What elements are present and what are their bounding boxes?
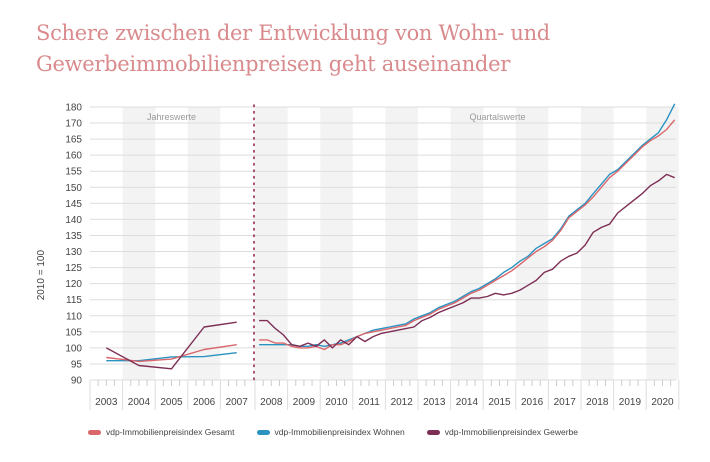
legend-item-wohnen[interactable]: vdp-Immobilienpreisindex Wohnen [256, 427, 405, 437]
chart-title: Schere zwischen der Entwicklung von Wohn… [36, 21, 550, 76]
year-band [122, 107, 156, 380]
y-tick-label: 100 [65, 343, 82, 354]
legend-label-gewerbe: vdp-Immobilienpreisindex Gewerbe [444, 427, 578, 437]
x-tick-label: 2004 [128, 397, 151, 408]
y-tick-label: 115 [66, 295, 82, 306]
y-tick-label: 125 [65, 263, 82, 274]
quarterly-line-1 [259, 103, 676, 347]
x-tick-label: 2008 [260, 397, 283, 408]
legend-swatch-gewerbe [426, 429, 440, 435]
legend-swatch-wohnen [256, 429, 270, 435]
y-tick-label: 120 [65, 279, 82, 290]
y-tick-label: 145 [65, 199, 82, 210]
y-axis-ticks: 180 170 165 160 155 150 145 140 135 130 125 120 115 1… [65, 103, 82, 387]
series-lines [105, 103, 676, 370]
legend-swatch-gesamt [88, 429, 101, 435]
legend-label-gesamt: vdp-Immobilienpreisindex Gesamt [106, 427, 235, 437]
year-band [646, 107, 679, 380]
x-tick-label: 2010 [325, 397, 348, 408]
year-band [255, 107, 288, 380]
x-tick-label: 2019 [619, 397, 642, 408]
x-tick-label: 2006 [193, 397, 216, 408]
section-label-quarterly: Quartalswerte [469, 112, 525, 122]
x-tick-label: 2018 [586, 397, 609, 408]
section-label-annual: Jahreswerte [147, 112, 196, 122]
x-tick-label: 2015 [488, 397, 511, 408]
legend-item-gewerbe[interactable]: vdp-Immobilienpreisindex Gewerbe [426, 427, 578, 437]
y-tick-label: 130 [65, 247, 82, 258]
quarterly-line-2 [259, 173, 675, 349]
y-tick-label: 180 [65, 103, 82, 114]
year-band [450, 107, 484, 380]
x-tick-label: 2009 [293, 397, 316, 408]
legend-item-gesamt[interactable]: vdp-Immobilienpreisindex Gesamt [88, 427, 235, 437]
x-tick-label: 2014 [456, 397, 479, 408]
y-tick-label: 135 [65, 231, 82, 242]
y-tick-label: 140 [65, 215, 82, 226]
x-tick-label: 2020 [651, 397, 674, 408]
year-bands [122, 107, 679, 380]
legend-label-wohnen: vdp-Immobilienpreisindex Wohnen [274, 427, 405, 437]
x-tick-label: 2016 [521, 397, 544, 408]
y-tick-label: 155 [65, 167, 82, 178]
x-tick-label: 2013 [423, 397, 446, 408]
x-tick-label: 2012 [391, 397, 414, 408]
annual-line-2 [105, 321, 237, 370]
year-band [320, 107, 353, 380]
y-tick-label: 90 [71, 376, 83, 387]
quarterly-line-0 [259, 119, 676, 351]
x-tick-label: 2003 [95, 397, 118, 408]
x-tick-label: 2005 [160, 397, 183, 408]
year-band [385, 107, 418, 380]
y-tick-label: 105 [65, 327, 82, 338]
y-tick-label: 165 [65, 135, 82, 146]
x-axis: 2003 2004 2005 2006 2007 2008 2009 2010 2011 2012… [89, 380, 680, 410]
y-tick-label: 170 [65, 119, 82, 130]
y-tick-label: 95 [71, 359, 83, 370]
y-axis-label: 2010 = 100 [36, 250, 47, 301]
x-tick-label: 2007 [226, 397, 249, 408]
y-tick-label: 150 [65, 183, 82, 194]
legend: vdp-Immobilienpreisindex Gesamt vdp-Immo… [88, 427, 578, 437]
y-tick-label: 110 [66, 311, 82, 322]
year-band [187, 107, 221, 380]
x-tick-label: 2017 [554, 397, 577, 408]
y-tick-label: 160 [65, 151, 82, 162]
x-tick-label: 2011 [358, 397, 380, 408]
